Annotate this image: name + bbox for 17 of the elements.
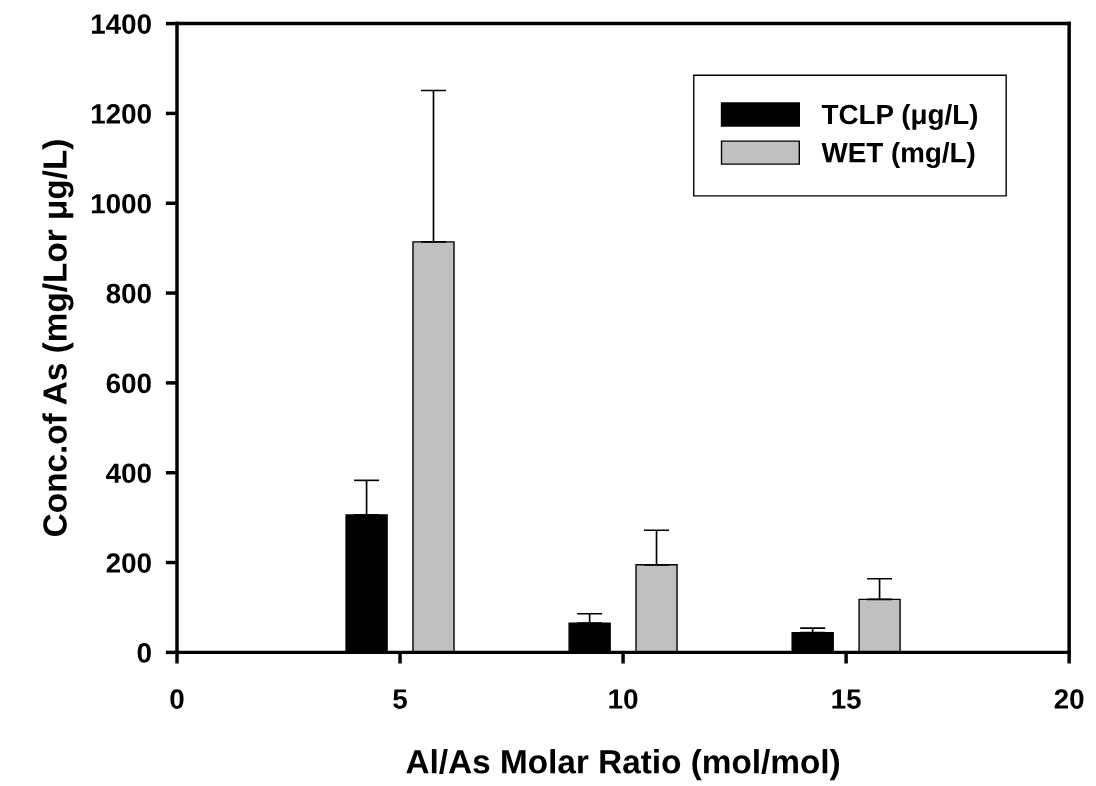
y-tick-label: 1200 <box>91 104 151 124</box>
y-tick-label: 200 <box>106 553 151 573</box>
legend-label: WET (mg/L) <box>821 142 975 169</box>
y-tick-label: 1400 <box>91 14 151 34</box>
y-tick-label: 0 <box>137 643 151 663</box>
y-axis-title: Conc.of As (mg/Lor μg/L) <box>42 140 74 536</box>
x-tick-label: 20 <box>1054 689 1084 709</box>
y-tick-label: 400 <box>106 463 151 484</box>
y-tick-label: 1000 <box>91 193 151 214</box>
x-axis-title: Al/As Molar Ratio (mol/mol) <box>406 749 840 781</box>
x-tick-label: 5 <box>393 689 407 709</box>
x-tick-label: 0 <box>170 689 184 709</box>
x-tick-label: 10 <box>609 689 638 709</box>
legend-label: TCLP (μg/L) <box>821 103 978 130</box>
y-tick-label: 600 <box>106 373 151 394</box>
x-tick-label: 15 <box>832 689 861 709</box>
y-tick-label: 800 <box>106 283 151 304</box>
